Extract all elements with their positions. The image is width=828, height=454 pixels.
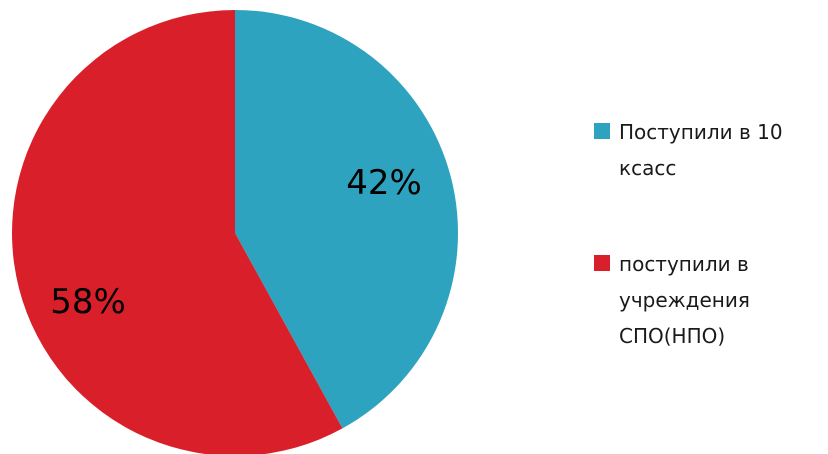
data-label-58-percent: 58% (50, 282, 126, 322)
legend-swatch-blue (594, 123, 610, 139)
legend-label: поступили в учреждения СПО(НПО) (619, 252, 750, 348)
legend-swatch-red (594, 255, 610, 271)
pie-slice-postupili-v-10-klass (235, 10, 459, 429)
pie-slice-postupili-v-spo-npo (12, 10, 343, 454)
data-label-42-percent: 42% (346, 163, 422, 203)
legend-label: Поступили в 10 ксасс (619, 120, 783, 180)
